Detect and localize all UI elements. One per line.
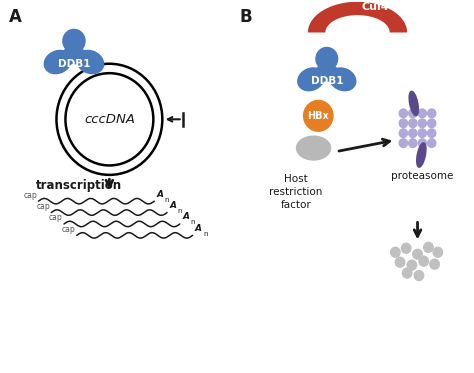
- Ellipse shape: [329, 68, 356, 91]
- Circle shape: [433, 247, 443, 257]
- Circle shape: [418, 119, 427, 128]
- Text: n: n: [203, 231, 208, 237]
- Ellipse shape: [315, 65, 338, 81]
- Text: Cul4: Cul4: [362, 2, 389, 12]
- Circle shape: [413, 249, 422, 259]
- Text: cap: cap: [36, 202, 50, 211]
- Circle shape: [395, 257, 405, 267]
- Circle shape: [419, 256, 428, 266]
- Circle shape: [430, 259, 439, 269]
- Text: DDB1: DDB1: [310, 76, 343, 86]
- Text: A: A: [9, 8, 22, 26]
- Circle shape: [304, 100, 333, 131]
- Text: n: n: [177, 208, 182, 214]
- Text: n: n: [164, 197, 169, 203]
- Text: cccDNA: cccDNA: [84, 113, 135, 126]
- Circle shape: [409, 109, 417, 117]
- Ellipse shape: [77, 50, 104, 73]
- Circle shape: [428, 129, 436, 138]
- Circle shape: [399, 129, 408, 138]
- Circle shape: [399, 139, 408, 147]
- Circle shape: [407, 260, 417, 270]
- Circle shape: [418, 109, 427, 117]
- Ellipse shape: [62, 47, 86, 64]
- Text: cap: cap: [23, 191, 37, 200]
- Ellipse shape: [44, 50, 71, 73]
- Ellipse shape: [316, 47, 337, 70]
- Text: proteasome: proteasome: [391, 171, 454, 181]
- Text: transcription: transcription: [36, 179, 122, 192]
- Circle shape: [399, 109, 408, 117]
- Circle shape: [428, 119, 436, 128]
- Ellipse shape: [297, 136, 330, 160]
- Circle shape: [409, 119, 417, 128]
- Text: n: n: [190, 219, 195, 225]
- Circle shape: [401, 243, 411, 253]
- Ellipse shape: [409, 91, 419, 116]
- Circle shape: [424, 242, 433, 252]
- Circle shape: [428, 139, 436, 147]
- Ellipse shape: [63, 29, 85, 53]
- Text: A: A: [195, 224, 202, 233]
- Circle shape: [414, 270, 424, 280]
- Circle shape: [391, 247, 400, 257]
- Text: HBx: HBx: [308, 111, 329, 121]
- Ellipse shape: [298, 68, 324, 91]
- Circle shape: [409, 139, 417, 147]
- Circle shape: [402, 268, 412, 278]
- Circle shape: [399, 119, 408, 128]
- Ellipse shape: [417, 143, 426, 167]
- Text: A: A: [169, 201, 176, 210]
- Text: cap: cap: [49, 213, 63, 222]
- Polygon shape: [308, 2, 407, 32]
- Circle shape: [418, 139, 427, 147]
- Circle shape: [428, 109, 436, 117]
- Text: A: A: [156, 190, 164, 199]
- Text: DDB1: DDB1: [58, 59, 90, 69]
- Text: A: A: [182, 213, 189, 222]
- Circle shape: [418, 129, 427, 138]
- Text: B: B: [239, 8, 252, 26]
- Text: Host
restriction
factor: Host restriction factor: [269, 174, 323, 210]
- Text: cap: cap: [62, 225, 75, 234]
- Circle shape: [409, 129, 417, 138]
